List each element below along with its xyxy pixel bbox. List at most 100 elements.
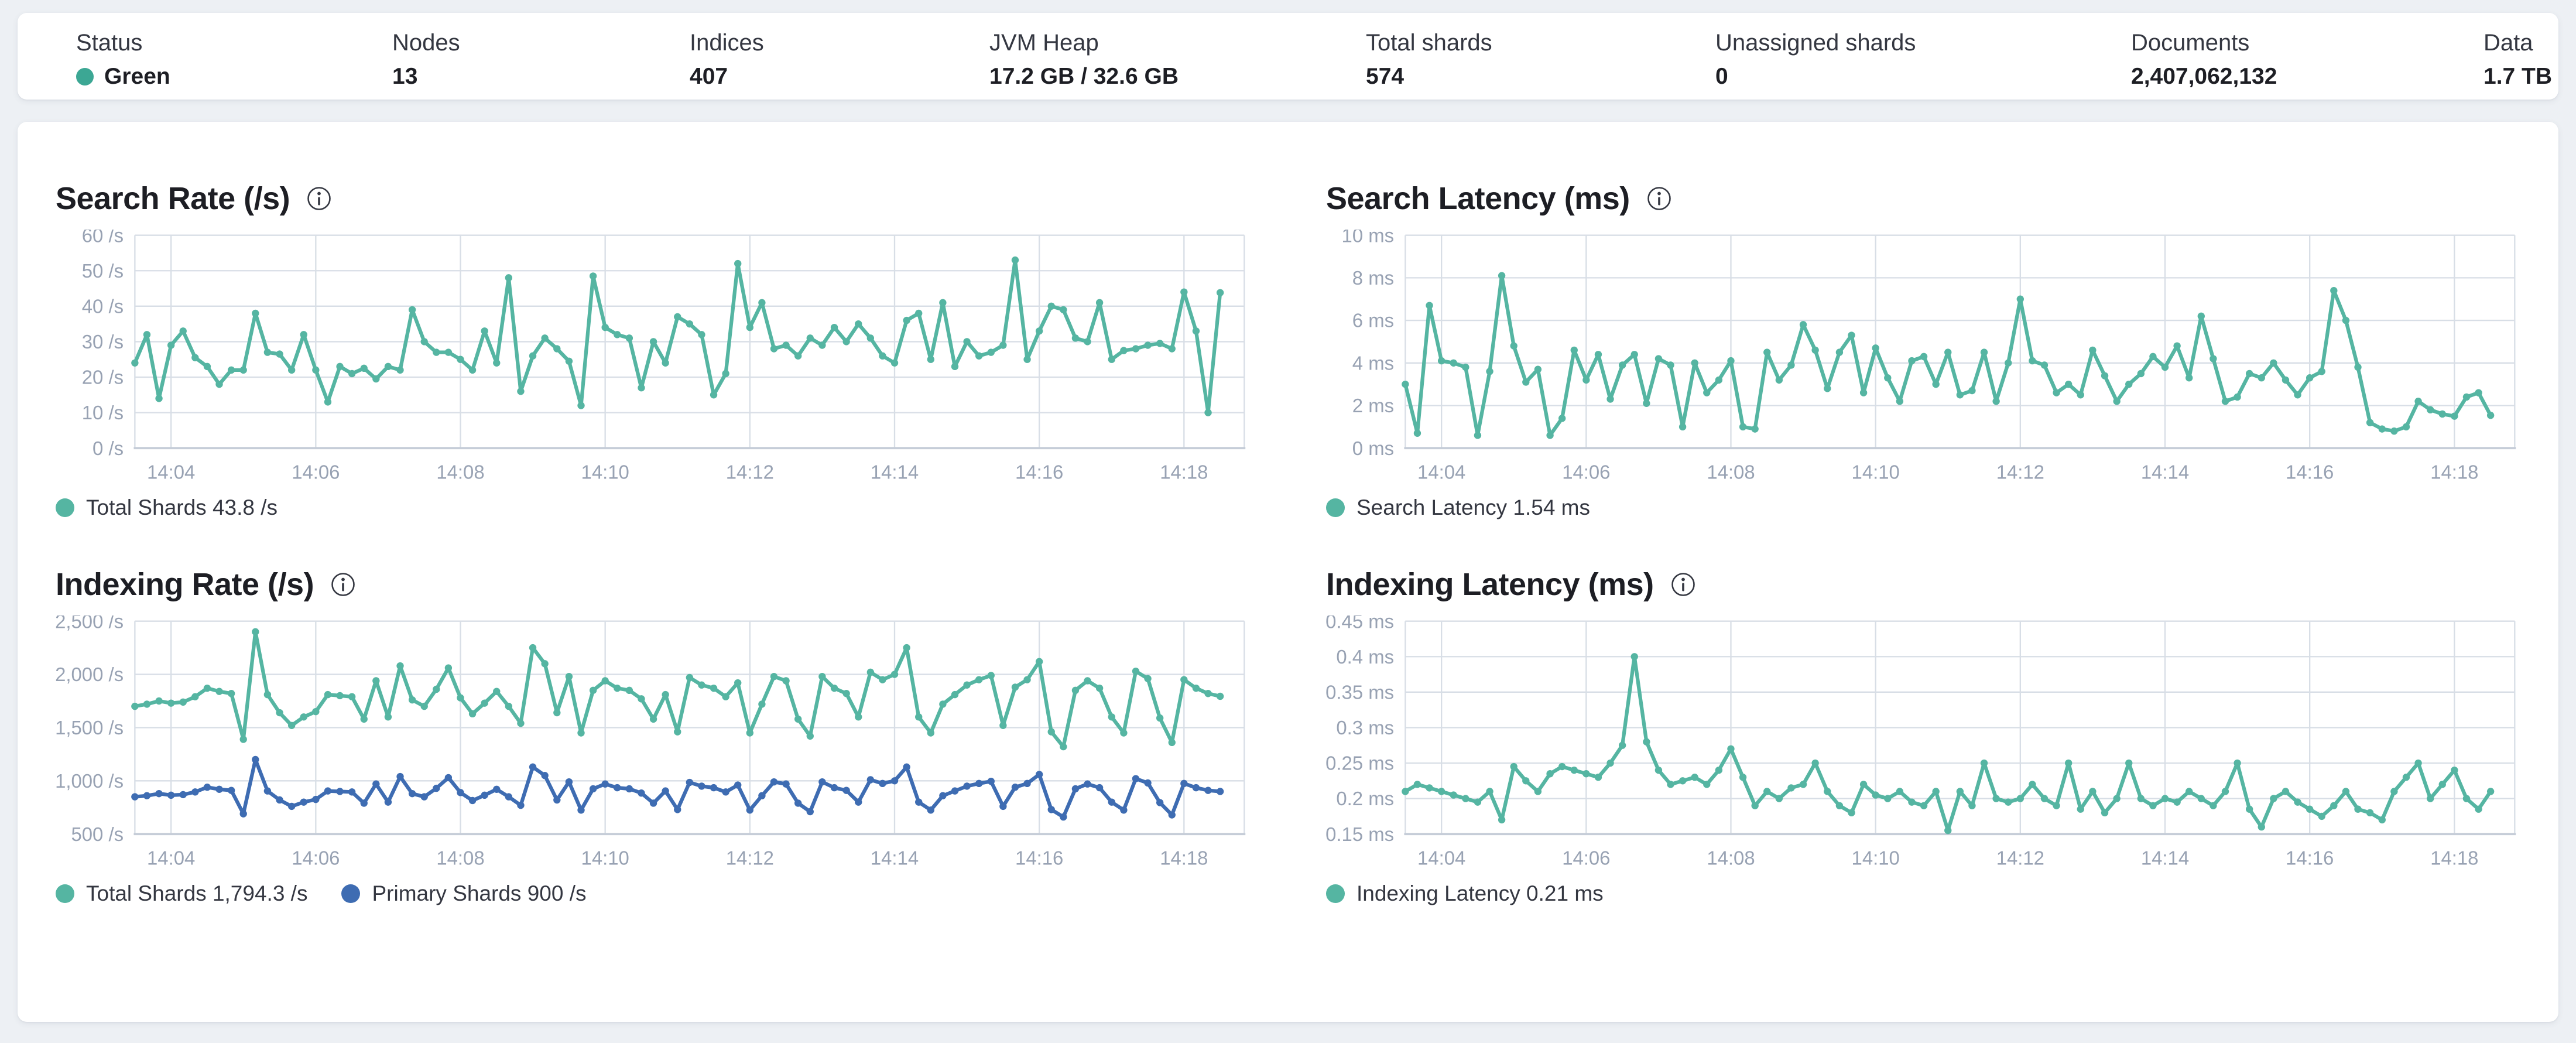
legend-label: Total Shards 1,794.3 /s	[86, 881, 308, 905]
chart-legend: Search Latency 1.54 ms	[1326, 493, 2520, 523]
metrics-panel: Search Rate (/s) 60 /s 50 /s 40 /s 30 /s 20 …	[18, 122, 2558, 1022]
svg-text:14:16: 14:16	[1015, 461, 1063, 483]
indexing-rate-plot[interactable]: 2,500 /s 2,000 /s 1,500 /s 1,000 /s 500 /s 14…	[56, 615, 1250, 871]
info-icon[interactable]	[306, 186, 332, 211]
stat-status: Status Green	[76, 29, 392, 90]
svg-text:0.35 ms: 0.35 ms	[1326, 681, 1394, 703]
svg-text:14:10: 14:10	[581, 847, 629, 868]
stat-unassigned-shards: Unassigned shards 0	[1715, 29, 2131, 90]
svg-text:0.15 ms: 0.15 ms	[1326, 823, 1394, 845]
svg-text:14:06: 14:06	[1562, 847, 1610, 868]
svg-text:14:10: 14:10	[1852, 847, 1900, 868]
legend-item-0[interactable]: Total Shards 43.8 /s	[56, 495, 278, 520]
svg-text:14:12: 14:12	[1996, 461, 2044, 483]
series-total-shards	[131, 256, 1224, 416]
svg-text:1,500 /s: 1,500 /s	[56, 717, 124, 738]
svg-text:14:14: 14:14	[871, 461, 919, 483]
chart-search-rate: Search Rate (/s) 60 /s 50 /s 40 /s 30 /s 20 …	[56, 180, 1250, 523]
svg-text:0.45 ms: 0.45 ms	[1326, 615, 1394, 632]
indexing-latency-plot[interactable]: 0.45 ms 0.4 ms 0.35 ms 0.3 ms 0.25 ms 0.2 ms 0…	[1326, 615, 2520, 871]
stat-label: Indices	[690, 30, 764, 56]
svg-text:0 ms: 0 ms	[1352, 437, 1394, 459]
chart-search-latency: Search Latency (ms) 10 ms 8 ms 6 ms 4 ms 2 m…	[1326, 180, 2520, 523]
legend-label: Indexing Latency 0.21 ms	[1356, 881, 1604, 905]
stat-label: Data	[2483, 30, 2533, 56]
svg-text:20 /s: 20 /s	[82, 367, 124, 388]
stat-value: 2,407,062,132	[2131, 64, 2277, 89]
stat-nodes: Nodes 13	[392, 29, 690, 90]
stat-value: Green	[104, 64, 170, 89]
series-primary-shards	[131, 755, 1224, 821]
chart-legend: Total Shards 1,794.3 /s Primary Shards 90…	[56, 878, 1250, 909]
svg-text:14:18: 14:18	[2430, 461, 2478, 483]
series-search-latency	[1402, 272, 2495, 439]
stat-label: Documents	[2131, 30, 2250, 56]
stat-value: 0	[1715, 64, 1728, 89]
svg-text:0.2 ms: 0.2 ms	[1336, 788, 1394, 809]
stat-label: Total shards	[1366, 30, 1492, 56]
svg-text:14:04: 14:04	[1417, 461, 1465, 483]
svg-text:4 ms: 4 ms	[1352, 352, 1394, 374]
search-latency-plot[interactable]: 10 ms 8 ms 6 ms 4 ms 2 ms 0 ms 14:04 14:06 14:08…	[1326, 230, 2520, 485]
svg-text:10 /s: 10 /s	[82, 402, 124, 423]
stat-label: Status	[76, 30, 143, 56]
series-indexing-latency	[1402, 653, 2495, 835]
chart-legend: Indexing Latency 0.21 ms	[1326, 878, 2520, 909]
svg-text:14:16: 14:16	[1015, 847, 1063, 868]
svg-text:14:14: 14:14	[2141, 847, 2189, 868]
legend-dot-icon	[56, 884, 74, 903]
legend-item-0[interactable]: Indexing Latency 0.21 ms	[1326, 881, 1604, 906]
series-total-shards	[131, 628, 1224, 751]
chart-legend: Total Shards 43.8 /s	[56, 493, 1250, 523]
svg-text:14:10: 14:10	[1852, 461, 1900, 483]
stat-documents: Documents 2,407,062,132	[2131, 29, 2483, 90]
svg-text:14:04: 14:04	[147, 461, 195, 483]
svg-text:30 /s: 30 /s	[82, 331, 124, 353]
chart-title: Indexing Rate (/s)	[56, 567, 314, 602]
svg-text:14:16: 14:16	[2286, 461, 2334, 483]
info-icon[interactable]	[330, 572, 356, 597]
search-rate-plot[interactable]: 60 /s 50 /s 40 /s 30 /s 20 /s 10 /s 0 /s 14:04 1…	[56, 230, 1250, 485]
status-green-dot-icon	[76, 68, 94, 86]
stat-label: Nodes	[392, 30, 460, 56]
svg-text:14:08: 14:08	[436, 461, 484, 483]
legend-label: Search Latency 1.54 ms	[1356, 495, 1590, 519]
svg-text:14:16: 14:16	[2286, 847, 2334, 868]
svg-text:1,000 /s: 1,000 /s	[56, 770, 124, 792]
svg-text:500 /s: 500 /s	[71, 823, 124, 845]
info-icon[interactable]	[1670, 572, 1696, 597]
svg-text:60 /s: 60 /s	[82, 230, 124, 246]
stat-jvm-heap: JVM Heap 17.2 GB / 32.6 GB	[989, 29, 1366, 90]
svg-text:0 /s: 0 /s	[93, 437, 124, 459]
stat-value: 1.7 TB	[2483, 64, 2553, 89]
stat-label: JVM Heap	[989, 30, 1099, 56]
legend-item-0[interactable]: Total Shards 1,794.3 /s	[56, 881, 307, 906]
legend-dot-icon	[1326, 498, 1345, 517]
svg-text:50 /s: 50 /s	[82, 260, 124, 282]
legend-item-0[interactable]: Search Latency 1.54 ms	[1326, 495, 1590, 520]
chart-title: Search Latency (ms)	[1326, 181, 1630, 216]
svg-text:14:18: 14:18	[1160, 847, 1208, 868]
stat-total-shards: Total shards 574	[1366, 29, 1715, 90]
svg-text:14:06: 14:06	[292, 847, 340, 868]
svg-text:14:04: 14:04	[147, 847, 195, 868]
svg-text:14:14: 14:14	[2141, 461, 2189, 483]
chart-title: Indexing Latency (ms)	[1326, 567, 1654, 602]
svg-text:0.25 ms: 0.25 ms	[1326, 753, 1394, 774]
svg-text:14:14: 14:14	[871, 847, 919, 868]
svg-text:2,500 /s: 2,500 /s	[56, 615, 124, 632]
svg-text:14:08: 14:08	[1707, 847, 1755, 868]
legend-dot-icon	[341, 884, 361, 903]
svg-text:10 ms: 10 ms	[1342, 230, 1394, 246]
stat-value: 17.2 GB / 32.6 GB	[989, 64, 1179, 89]
stat-indices: Indices 407	[690, 29, 989, 90]
cluster-overview-bar: Status Green Nodes 13 Indices 407 JVM He…	[18, 13, 2558, 100]
info-icon[interactable]	[1646, 186, 1672, 211]
svg-text:0.4 ms: 0.4 ms	[1336, 646, 1394, 668]
svg-text:2,000 /s: 2,000 /s	[56, 664, 124, 685]
legend-item-1[interactable]: Primary Shards 900 /s	[341, 881, 587, 906]
chart-indexing-latency: Indexing Latency (ms) 0.45 ms 0.4 ms 0.35 …	[1326, 566, 2520, 909]
stat-label: Unassigned shards	[1715, 30, 1916, 56]
svg-text:14:12: 14:12	[726, 461, 774, 483]
svg-text:14:08: 14:08	[1707, 461, 1755, 483]
